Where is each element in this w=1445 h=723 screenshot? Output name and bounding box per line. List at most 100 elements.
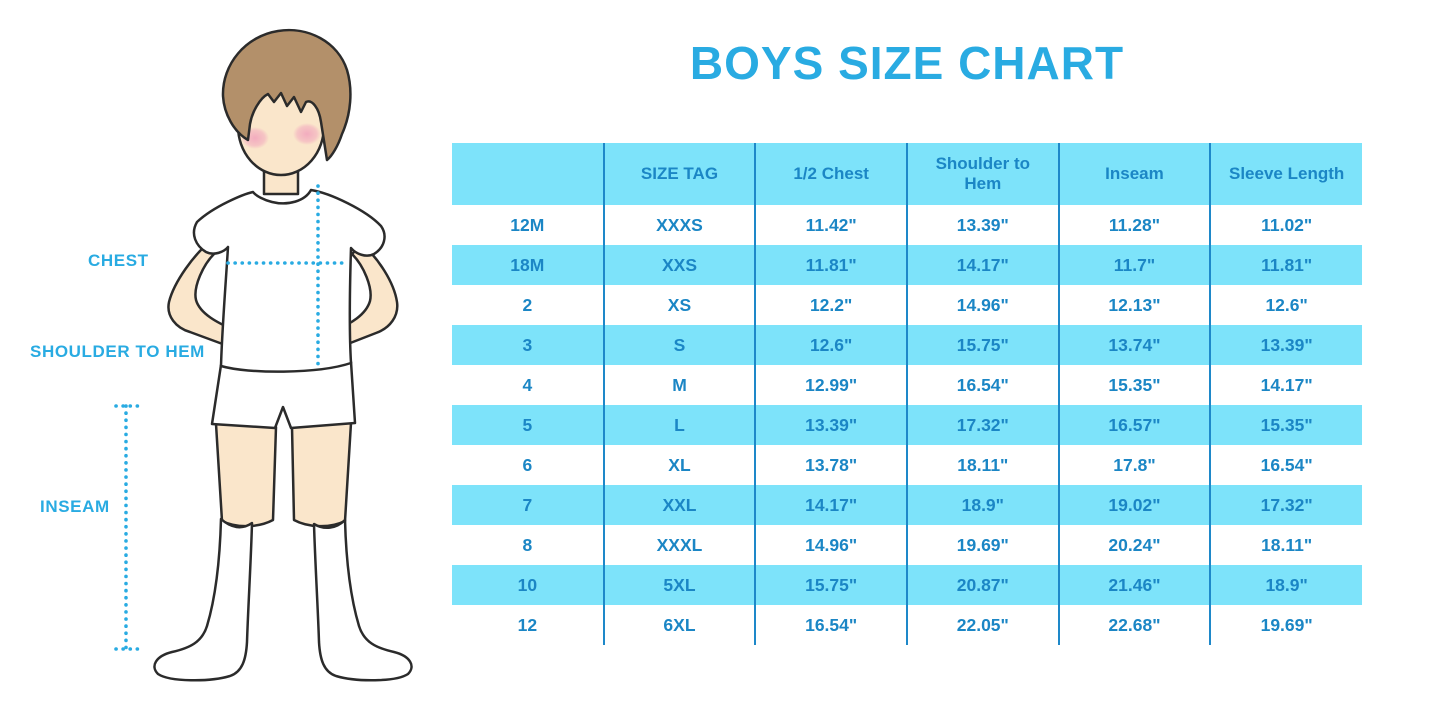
size-cell: 6 [522,454,533,475]
measurement-cell: 18.9" [905,485,1059,525]
measurement-cell: M [602,365,756,405]
measurement-cell: 21.46" [1057,565,1211,605]
measurement-cell: 22.68" [1057,605,1211,645]
table-row: 12 6XL 16.54" 22.05" 22.68" 19.69" [452,605,1362,645]
measurement-cell: 18.11" [1209,525,1362,565]
boy-sock-left [153,517,254,682]
measurement-cell: 14.17" [754,485,907,525]
measurement-cell: 11.28" [1057,205,1211,245]
measurement-cell: 11.81" [754,245,907,285]
measurement-cell: 14.96" [754,525,907,565]
boy-tshirt [192,188,386,373]
table-header-row: SIZE TAG 1/2 Chest Shoulder to Hem Inseam Sl… [452,143,1362,205]
boy-cheek-right [293,123,321,145]
size-table-head: SIZE TAG 1/2 Chest Shoulder to Hem Inseam Sl… [452,143,1362,205]
measurement-cell: 17.8" [1057,445,1211,485]
table-row: 4 M 12.99" 16.54" 15.35" 14.17" [452,365,1362,405]
measurement-cell: 12.6" [1209,285,1362,325]
size-cell: 7 [452,485,604,525]
table-row: 10 5XL 15.75" 20.87" 21.46" 18.9" [452,565,1362,605]
measurement-cell: XS [602,285,756,325]
measurement-cell: 11.81" [1209,245,1362,285]
boy-illustration [114,28,413,682]
measurement-cell: 12.13" [1057,285,1211,325]
measurement-cell: 13.39" [1209,325,1362,365]
table-row: 5 L 13.39" 17.32" 16.57" 15.35" [452,405,1362,445]
boy-sock-right [312,518,413,682]
measurement-cell: XXS [602,245,756,285]
measurement-cell: 14.96" [905,285,1059,325]
table-body: 12M XXXS 11.42" 13.39" 11.28" 11.02" 18M XXS 11.… [452,205,1362,645]
measurement-cell: 17.32" [905,405,1059,445]
measurement-cell: 11.7" [1057,245,1211,285]
measurement-cell: 15.75" [905,325,1059,365]
measurement-cell: 13.74" [1057,325,1211,365]
measurement-cell: 15.35" [1209,405,1362,445]
page-title: BOYS SIZE CHART [689,37,1125,89]
size-cell: 5 [452,405,604,445]
label-chest: CHEST [88,251,149,270]
table-row: 12M XXXS 11.42" 13.39" 11.28" 11.02" [452,205,1362,245]
measurement-cell: 19.02" [1057,485,1211,525]
column-header: Shoulder to Hem [905,143,1059,205]
size-column-header [452,143,604,205]
measurement-cell: 16.54" [754,605,907,645]
column-header: Inseam [1057,143,1211,205]
label-inseam: INSEAM [40,497,110,516]
measurement-cell: 19.69" [1209,605,1362,645]
measurement-cell: 17.32" [1209,485,1362,525]
column-header: SIZE TAG [602,143,756,205]
measurement-cell: 12.99" [754,365,907,405]
measurement-cell: 13.78" [754,445,907,485]
size-table: SIZE TAG 1/2 Chest Shoulder to Hem Inseam Sl… [452,143,1362,645]
measurement-cell: 20.87" [905,565,1059,605]
size-cell: 8 [522,534,533,555]
boy-leg-left [214,422,278,528]
table-row: 3 S 12.6" 15.75" 13.74" 13.39" [452,325,1362,365]
table-row: 2 XS 12.2" 14.96" 12.13" 12.6" [452,285,1362,325]
measurement-cell: 16.54" [1209,445,1362,485]
measurement-cell: XXL [602,485,756,525]
measurement-cell: 12.2" [754,285,907,325]
measurement-cell: 19.69" [905,525,1059,565]
measurement-cell: 18.11" [905,445,1059,485]
measurement-cell: 22.05" [905,605,1059,645]
size-cell: 2 [522,294,533,315]
measurement-cell: 18.9" [1209,565,1362,605]
column-header: Sleeve Length [1209,143,1362,205]
table-row: 8 XXXL 14.96" 19.69" 20.24" 18.11" [452,525,1362,565]
measurement-cell: 14.17" [905,245,1059,285]
boy-hair [221,28,352,162]
measurement-cell: 5XL [602,565,756,605]
measurement-figure: CHEST SHOULDER TO HEM INSEAM [0,0,460,723]
measurement-cell: XXXL [602,525,756,565]
table-row: 7 XXL 14.17" 18.9" 19.02" 17.32" [452,485,1362,525]
measurement-cell: 12.6" [754,325,907,365]
size-cell: 10 [452,565,604,605]
measurement-cell: XL [602,445,756,485]
measurement-cell: 6XL [602,605,756,645]
size-cell: 4 [522,374,533,395]
table-row: 18M XXS 11.81" 14.17" 11.7" 11.81" [452,245,1362,285]
measurement-cell: 11.02" [1209,205,1362,245]
column-header: 1/2 Chest [754,143,907,205]
boy-leg-right [290,421,353,528]
size-cell: 12M [510,214,545,235]
measurement-cell: 14.17" [1209,365,1362,405]
measurement-cell: 11.42" [754,205,907,245]
measurement-cell: 13.39" [905,205,1059,245]
measurement-cell: 20.24" [1057,525,1211,565]
measurement-cell: XXXS [602,205,756,245]
measurement-cell: 13.39" [754,405,907,445]
measurement-cell: 16.57" [1057,405,1211,445]
size-cell: 18M [452,245,604,285]
measurement-cell: S [602,325,756,365]
measurement-cell: 15.35" [1057,365,1211,405]
table-row: 6 XL 13.78" 18.11" 17.8" 16.54" [452,445,1362,485]
measurement-cell: L [602,405,756,445]
size-cell: 3 [452,325,604,365]
measurement-cell: 16.54" [905,365,1059,405]
size-cell: 12 [517,614,538,635]
label-shoulder-to-hem: SHOULDER TO HEM [30,342,205,361]
